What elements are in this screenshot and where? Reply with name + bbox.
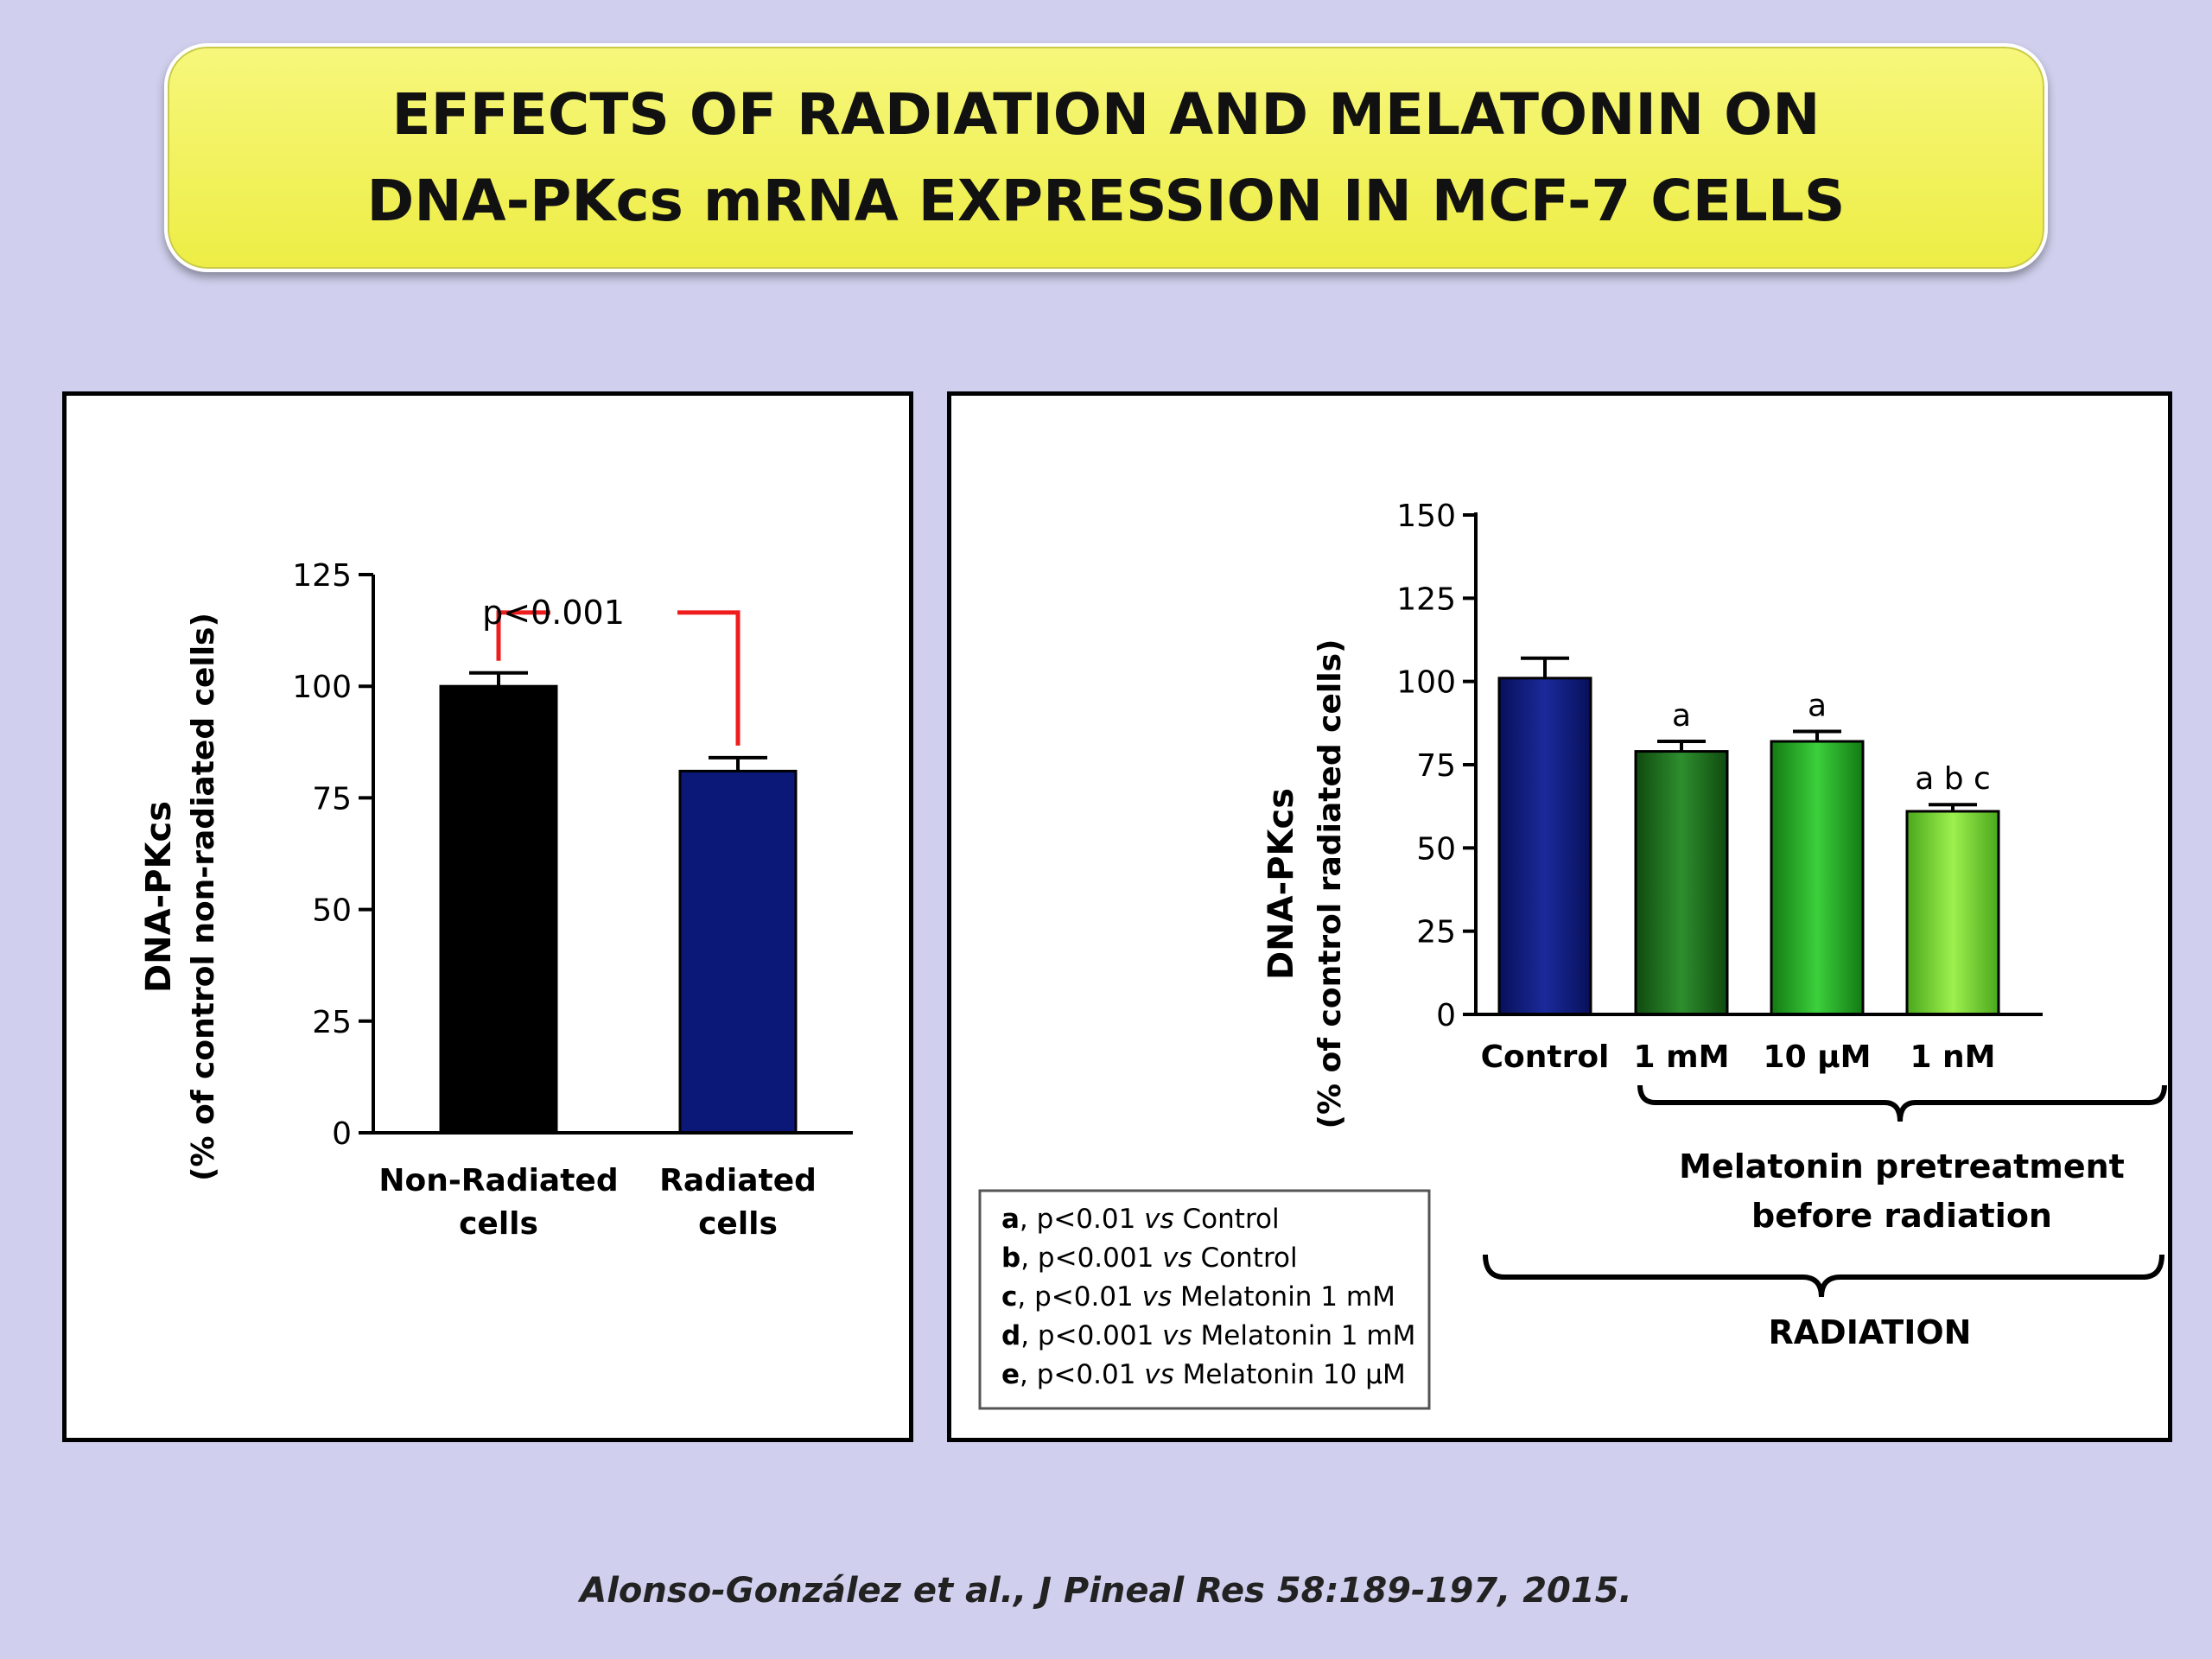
bar-10uM: [1770, 740, 1865, 1016]
y-axis-label-sub: (% of control non-radiated cells): [186, 613, 221, 1181]
legend-item-e: e, p<0.01 vs Melatonin 10 μM: [1001, 1359, 1406, 1390]
x-label-1mM: 1 mM: [1634, 1039, 1730, 1075]
x-label-radiated-line1: Radiated: [659, 1163, 817, 1198]
group-label-melatonin-line1: Melatonin pretreatment: [1679, 1147, 2125, 1185]
y-tick-label-3: 75: [312, 781, 352, 817]
legend-item-b: b, p<0.001 vs Control: [1001, 1243, 1298, 1274]
chart-panel-right: DNA-PKcs (% of control radiated cells) 0…: [947, 391, 2172, 1442]
y-tick-label-0: 0: [1436, 998, 1456, 1033]
bar-control: [1497, 677, 1592, 1016]
x-label-non-radiated-line1: Non-Radiated: [378, 1163, 618, 1198]
y-tick-label-4: 100: [1396, 665, 1456, 701]
x-label-1nM: 1 nM: [1910, 1039, 1995, 1075]
y-tick-label-5: 125: [292, 558, 352, 594]
title-banner: EFFECTS OF RADIATION AND MELATONIN ON DN…: [164, 43, 2048, 272]
y-tick-label-5: 125: [1396, 582, 1456, 617]
y-tick-label-0: 0: [332, 1116, 352, 1152]
legend-item-d: d, p<0.001 vs Melatonin 1 mM: [1001, 1320, 1415, 1351]
significance-label: p<0.001: [482, 594, 625, 632]
chart-right: DNA-PKcs (% of control radiated cells) 0…: [978, 499, 2167, 1410]
bar-1mM-annotation: a: [1672, 698, 1691, 734]
x-label-non-radiated-line2: cells: [459, 1206, 538, 1242]
group-brace-melatonin: [1637, 1084, 2167, 1122]
y-tick-label-4: 100: [292, 670, 352, 705]
x-label-control: Control: [1481, 1039, 1610, 1075]
citation: Alonso-González et al., J Pineal Res 58:…: [580, 1571, 1632, 1611]
y-tick-label-2: 50: [1416, 831, 1456, 867]
y-axis-label-main: DNA-PKcs: [139, 801, 179, 993]
bar-1nM: [1905, 810, 2000, 1016]
bracket-right-arm: [677, 610, 741, 746]
y-tick-label-1: 25: [312, 1005, 352, 1040]
title-line-1: EFFECTS OF RADIATION AND MELATONIN ON: [391, 80, 1821, 148]
chart-left: DNA-PKcs (% of control non-radiated cell…: [139, 558, 853, 1242]
group-label-radiation: RADIATION: [1769, 1313, 1972, 1351]
y-axis-label-main: DNA-PKcs: [1262, 788, 1301, 980]
y-axis-label-sub: (% of control radiated cells): [1313, 639, 1348, 1129]
bar-10uM-annotation: a: [1808, 688, 1827, 723]
y-tick-label-2: 50: [312, 893, 352, 929]
group-label-melatonin-line2: before radiation: [1751, 1197, 2052, 1235]
group-brace-radiation: [1483, 1254, 2164, 1298]
y-tick-label-3: 75: [1416, 748, 1456, 784]
chart-panel-left: DNA-PKcs (% of control non-radiated cell…: [62, 391, 913, 1442]
legend-box: a, p<0.01 vs Control b, p<0.001 vs Contro…: [978, 1189, 1431, 1410]
y-axis-label: DNA-PKcs (% of control radiated cells): [1262, 639, 1348, 1129]
bracket-left-arm: [496, 610, 550, 661]
significance-bracket: p<0.001: [482, 594, 741, 746]
y-tick-label-6: 150: [1396, 499, 1456, 534]
y-tick-label-1: 25: [1416, 915, 1456, 950]
bar-radiated: [678, 769, 798, 1135]
bar-non-radiated: [439, 684, 558, 1135]
legend-item-a: a, p<0.01 vs Control: [1001, 1204, 1280, 1235]
bar-1nM-annotation: a b c: [1915, 761, 1991, 797]
bar-1mM: [1634, 750, 1729, 1016]
title-line-2: DNA-PKcs mRNA EXPRESSION IN MCF-7 CELLS: [366, 167, 1846, 234]
y-axis-label: DNA-PKcs (% of control non-radiated cell…: [139, 613, 221, 1181]
x-label-radiated-line2: cells: [698, 1206, 778, 1242]
x-label-10uM: 10 μM: [1764, 1039, 1872, 1075]
legend-item-c: c, p<0.01 vs Melatonin 1 mM: [1001, 1281, 1395, 1313]
